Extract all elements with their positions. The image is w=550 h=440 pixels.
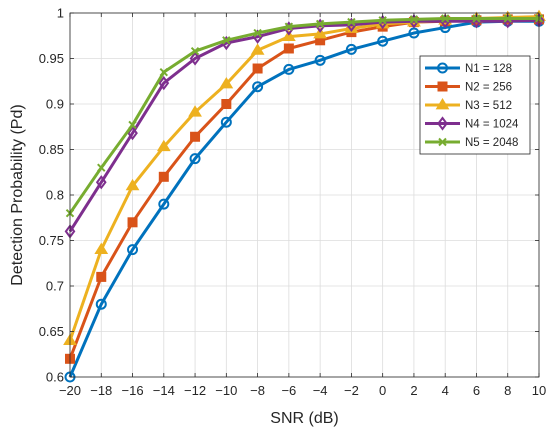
data-point-marker	[222, 36, 231, 45]
data-point-marker	[125, 178, 140, 191]
y-axis-label: Detection Probability (Pd)	[9, 104, 26, 285]
data-point-marker	[219, 77, 234, 89]
data-point-marker	[158, 171, 169, 182]
data-point-marker	[127, 244, 139, 256]
data-point-marker	[128, 120, 137, 130]
x-tick-label: 8	[504, 383, 511, 398]
data-point-marker	[220, 116, 232, 128]
data-point-marker	[345, 43, 357, 55]
legend-label: N2 = 256	[465, 82, 512, 94]
legend-item: N1 = 128	[425, 62, 512, 75]
data-point-marker	[95, 175, 107, 190]
y-tick-label: 0.65	[39, 324, 64, 339]
data-point-marker	[252, 63, 263, 74]
grid	[69, 12, 540, 378]
series-line	[68, 16, 539, 215]
data-point-marker	[221, 99, 232, 109]
legend-item: N5 = 2048	[425, 137, 518, 149]
data-point-marker	[284, 22, 294, 31]
data-point-marker	[190, 131, 201, 142]
y-tick-label: 0.6	[46, 370, 64, 385]
data-point-marker	[250, 43, 265, 55]
x-tick-label: 2	[410, 383, 417, 398]
legend-label: N5 = 2048	[465, 137, 518, 149]
data-point-marker	[190, 47, 200, 56]
data-point-marker	[97, 163, 106, 172]
legend-label: N3 = 512	[465, 100, 512, 112]
data-point-marker	[378, 16, 387, 25]
data-point-marker	[159, 67, 169, 77]
y-tick-label: 0.9	[46, 97, 64, 112]
x-tick-label: −2	[344, 383, 359, 398]
legend-marker	[438, 137, 447, 147]
x-tick-label: −18	[90, 383, 112, 398]
y-tick-label: 0.85	[39, 142, 64, 157]
data-point-marker	[253, 28, 262, 38]
legend-label: N1 = 128	[465, 63, 512, 75]
data-point-marker	[95, 298, 107, 310]
data-point-marker	[347, 17, 356, 27]
x-axis-label: SNR (dB)	[270, 410, 338, 427]
y-tick-label: 0.8	[46, 188, 64, 203]
x-tick-label: −16	[122, 383, 144, 398]
legend-marker	[435, 98, 450, 110]
x-tick-label: 0	[379, 383, 386, 398]
data-point-marker	[315, 19, 325, 29]
series-5	[65, 14, 544, 218]
x-tick-label: −6	[281, 383, 296, 398]
data-point-marker	[127, 217, 138, 228]
x-tick-label: −14	[153, 383, 175, 398]
data-point-marker	[440, 14, 450, 23]
legend-marker	[437, 62, 448, 74]
x-tick-label: −12	[184, 383, 206, 398]
legend-item: N3 = 512	[425, 98, 512, 112]
series-line	[68, 19, 539, 378]
data-point-marker	[96, 271, 107, 282]
legend: N1 = 128 N2 = 256 N3 = 512 N4 = 1024 N5 = 20…	[419, 55, 531, 155]
y-tick-label: 0.7	[46, 279, 64, 294]
data-point-marker	[189, 153, 201, 165]
data-point-marker	[283, 43, 294, 54]
x-tick-label: −20	[59, 383, 81, 398]
legend-marker	[437, 81, 448, 92]
data-point-marker	[408, 27, 420, 39]
x-tick-label: 4	[442, 383, 449, 398]
y-tick-label: 0.95	[39, 51, 64, 66]
data-point-marker	[158, 198, 170, 210]
data-point-marker	[156, 139, 171, 152]
legend-marker	[437, 116, 448, 131]
legend-item: N2 = 256	[425, 81, 512, 94]
data-point-marker	[409, 15, 419, 24]
data-point-marker	[283, 63, 295, 75]
legend-item: N4 = 1024	[425, 116, 519, 131]
x-tick-label: 6	[473, 383, 480, 398]
data-point-marker	[188, 105, 202, 117]
x-tick-label: −10	[215, 383, 237, 398]
data-point-marker	[252, 81, 264, 93]
data-point-marker	[127, 125, 138, 141]
data-point-marker	[189, 51, 201, 66]
data-point-marker	[94, 242, 109, 254]
data-point-marker	[472, 14, 481, 23]
data-point-marker	[314, 54, 326, 66]
data-point-marker	[377, 35, 389, 47]
y-tick-label: 0.75	[39, 233, 64, 248]
series-line	[68, 18, 540, 233]
x-tick-label: −8	[250, 383, 265, 398]
y-tick-label: 1	[57, 6, 64, 21]
data-point-marker	[158, 75, 170, 91]
legend-label: N4 = 1024	[465, 119, 519, 131]
data-point-marker	[503, 14, 512, 23]
x-tick-label: 10	[532, 383, 546, 398]
x-tick-label: −4	[313, 383, 328, 398]
axis-ticks: −20 −18 −16 −14 −12 −10 −8 −6 −4 −2 0 2 4 6 8 100.60.65…	[39, 6, 547, 399]
series-layer	[63, 9, 546, 383]
